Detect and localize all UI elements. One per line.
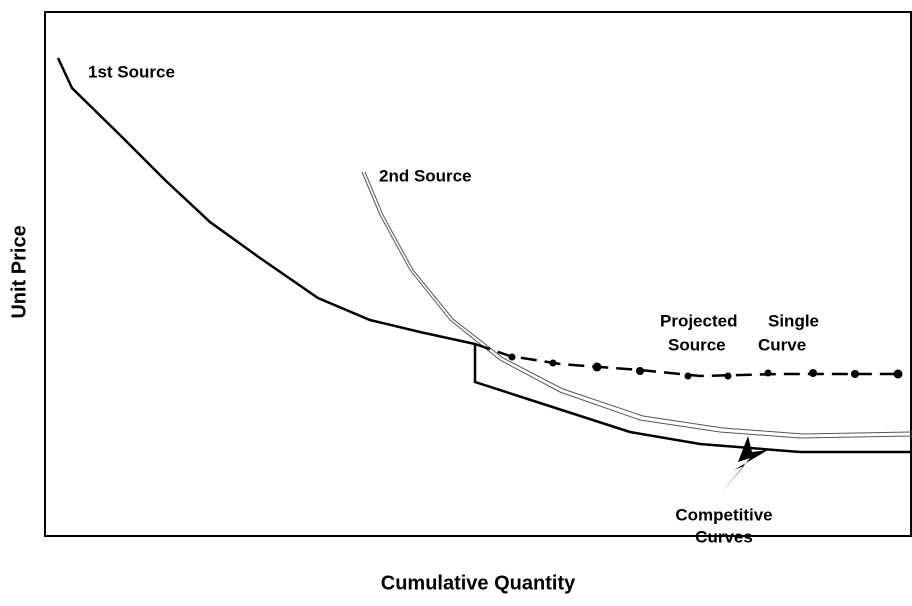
annotation: Curves (695, 527, 753, 546)
annotation: Competitive (675, 505, 772, 524)
annotation: Curve (758, 335, 806, 354)
annotation: 1st Source (88, 62, 175, 81)
lightning-arrow (722, 436, 768, 492)
x-axis-label: Cumulative Quantity (381, 572, 576, 594)
y-axis-label: Unit Price (8, 225, 30, 318)
second-source-curve (361, 171, 912, 439)
annotation: Single (768, 311, 819, 330)
annotation: Source (668, 335, 726, 354)
annotation: 2nd Source (379, 166, 472, 185)
first-source-curve (56, 57, 912, 454)
projected-dots (508, 353, 903, 380)
second-source-curve-edge (364, 171, 912, 435)
frame (44, 11, 912, 537)
annotation: Projected (660, 311, 737, 330)
